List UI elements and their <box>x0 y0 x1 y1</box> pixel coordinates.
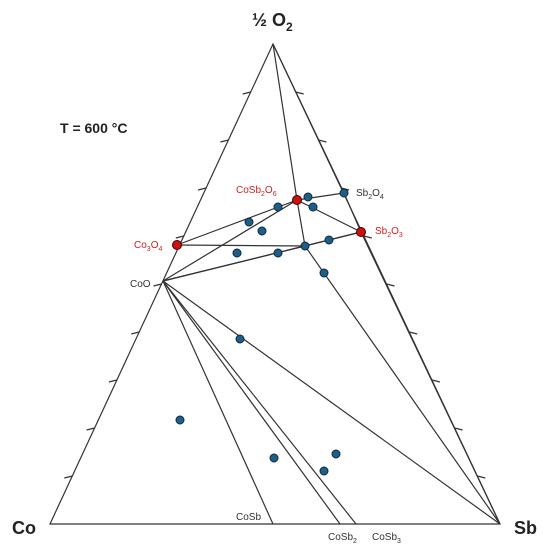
tick <box>86 427 95 431</box>
tick <box>242 91 251 95</box>
tie-line <box>162 280 341 525</box>
label-sub: 3 <box>397 538 401 545</box>
tick <box>153 283 162 287</box>
tie-line <box>296 199 362 233</box>
temperature: T = 600 °C <box>60 120 127 136</box>
sample-point <box>269 453 279 463</box>
sample-point <box>319 268 329 278</box>
tie-line <box>272 43 501 525</box>
tick <box>477 475 486 479</box>
sample-point <box>339 188 349 198</box>
label-part: CoSb <box>236 185 261 196</box>
tick <box>64 475 73 479</box>
sample-points <box>172 188 366 476</box>
tick <box>431 379 441 383</box>
sample-point <box>273 202 283 212</box>
label-part: Co <box>134 240 147 251</box>
ticks <box>64 91 486 479</box>
label-sub: 2 <box>261 191 265 198</box>
label-part: CoSb <box>328 532 353 543</box>
sample-point <box>300 241 310 251</box>
label-part: O <box>151 240 159 251</box>
label-sub: 2 <box>387 232 391 239</box>
label-part: O <box>265 185 273 196</box>
vertex-label: ½ O2 <box>252 10 293 34</box>
tie-line <box>162 280 357 525</box>
sample-point <box>303 192 313 202</box>
label-sub: 3 <box>399 232 403 239</box>
tick <box>454 427 463 431</box>
tick <box>175 235 184 239</box>
sample-point <box>257 226 267 236</box>
phase-label: Co3O4 <box>134 240 162 253</box>
tick <box>386 283 395 287</box>
tick <box>295 91 304 95</box>
phase-point <box>292 195 302 205</box>
label-part: CoSb <box>372 532 397 543</box>
tick <box>363 235 372 239</box>
sample-point <box>324 235 334 245</box>
sample-point <box>308 202 318 212</box>
label-sub: 2 <box>368 194 372 201</box>
sample-point <box>232 248 242 258</box>
label-sub: 2 <box>286 20 293 34</box>
phase-label: Sb2O4 <box>356 188 384 201</box>
tick <box>409 331 418 335</box>
sample-point <box>235 334 245 344</box>
triangle <box>49 42 501 525</box>
tie-line <box>176 244 306 247</box>
phase-label: CoO <box>130 279 151 290</box>
phase-label: Sb2O3 <box>375 226 403 239</box>
tie-line <box>162 280 501 525</box>
sample-point <box>175 415 185 425</box>
tie-line <box>272 43 501 525</box>
tie-lines <box>162 43 501 525</box>
phase-label: CoSb <box>236 512 261 523</box>
sample-point <box>273 248 283 258</box>
label-sub: 6 <box>273 191 277 198</box>
label-part: O <box>391 226 399 237</box>
label-part: Sb <box>375 226 388 237</box>
vertex-label: Co <box>12 518 36 538</box>
tick <box>318 139 327 143</box>
phase-label: CoSb2 <box>328 532 357 545</box>
label-sub: 3 <box>147 246 151 253</box>
phase-point <box>172 240 182 250</box>
phase-label: CoSb2O6 <box>236 185 277 198</box>
label-sub: 2 <box>353 538 357 545</box>
label-part: O <box>372 188 380 199</box>
phase-point <box>356 227 366 237</box>
tick <box>197 187 207 191</box>
phase-label: CoSb3 <box>372 532 401 545</box>
label-part: Sb <box>356 188 369 199</box>
vertex-label: Sb <box>514 518 537 538</box>
label-part: ½ O <box>252 10 286 30</box>
tick <box>108 379 118 383</box>
tick <box>131 331 140 335</box>
label-sub: 4 <box>380 194 384 201</box>
tick <box>220 139 229 143</box>
sample-point <box>331 449 341 459</box>
tie-line <box>162 280 274 525</box>
tie-line <box>162 199 298 282</box>
sample-point <box>244 217 254 227</box>
label-sub: 4 <box>158 246 162 253</box>
sample-point <box>319 466 329 476</box>
